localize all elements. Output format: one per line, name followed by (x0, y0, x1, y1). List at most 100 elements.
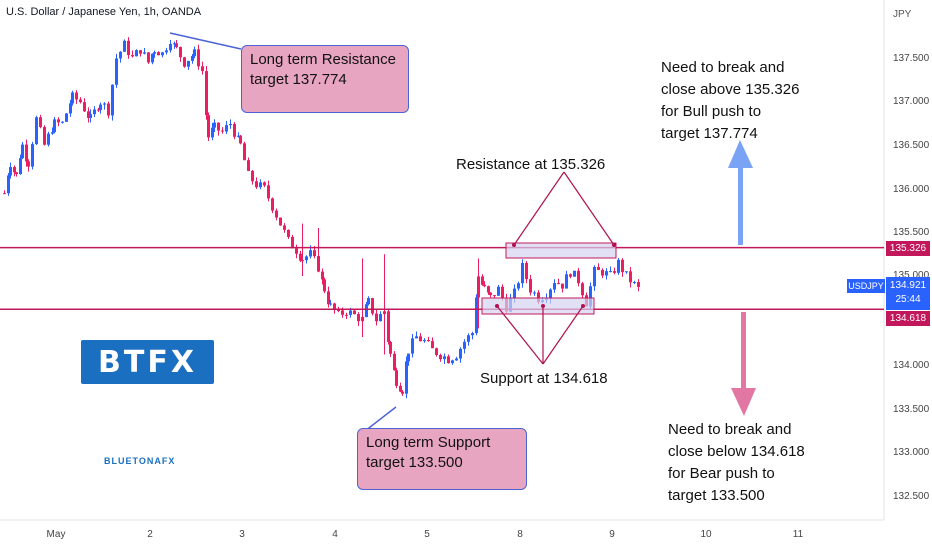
note-line: close above 135.326 (661, 81, 800, 98)
candle-body (9, 167, 12, 176)
candle-body (329, 303, 332, 305)
resistance-zone (505, 242, 617, 259)
pointer-head (512, 243, 516, 247)
candle-body (407, 353, 410, 362)
candle-body (175, 43, 178, 48)
candle-body (427, 340, 430, 342)
candle-body (53, 119, 56, 133)
candle-body (633, 281, 636, 283)
candle-body (229, 123, 232, 126)
x-tick-label: 5 (424, 529, 430, 540)
candle-body (243, 143, 246, 161)
candle-body (353, 310, 356, 315)
candle-body (565, 274, 568, 289)
candle-body (251, 170, 254, 182)
candle-body (561, 283, 564, 289)
candle-body (367, 298, 370, 305)
support-callout-leader (364, 406, 397, 432)
candle-body (411, 338, 414, 354)
candle-body (365, 304, 368, 317)
candle-body (617, 259, 620, 273)
y-tick-label: 136.500 (893, 140, 930, 151)
candle-body (439, 354, 442, 360)
candle-body (275, 210, 278, 218)
pointer-head (495, 304, 499, 308)
y-tick-label: 135.000 (893, 270, 930, 281)
candle-body (191, 56, 194, 61)
logo-text: BTFX (98, 344, 197, 380)
resistance-pointer-line (513, 171, 565, 246)
candle-body (57, 119, 60, 123)
candle-body (341, 310, 344, 315)
candle-body (179, 47, 182, 58)
candle-body (371, 298, 374, 314)
current-price-box: 134.921 25:44 (886, 277, 930, 310)
candle-body (375, 313, 378, 322)
resistance-pointer-line (563, 171, 615, 246)
candle-body (337, 309, 340, 311)
candle-body (471, 333, 474, 336)
brand-text: BLUETONAFX (104, 456, 176, 466)
candle-body (345, 314, 348, 316)
x-tick-label: May (46, 529, 66, 540)
candle-body (239, 135, 242, 144)
candle-body (613, 271, 616, 273)
candle-body (537, 292, 540, 303)
candle-body (153, 52, 156, 54)
candle-body (193, 49, 196, 57)
candle-body (205, 71, 208, 116)
candle-body (263, 182, 266, 186)
candle-body (573, 270, 576, 277)
candle-body (157, 52, 160, 56)
candle-body (435, 348, 438, 355)
candle-body (517, 283, 520, 289)
candle-body (393, 353, 396, 371)
y-tick-label: 137.500 (893, 53, 930, 64)
candle-body (455, 358, 458, 361)
candle-body (169, 43, 172, 51)
bear-arrow-shaft (741, 312, 746, 392)
candle-body (609, 271, 612, 273)
y-tick-label: 135.500 (893, 227, 930, 238)
candle-body (605, 271, 608, 276)
x-tick-label: 4 (332, 529, 338, 540)
candle-body (165, 50, 168, 53)
note-line: target 137.774 (661, 125, 758, 142)
candle-body (637, 281, 640, 287)
candle-body (601, 269, 604, 276)
candle-body (497, 286, 500, 296)
support-annotation: Support at 134.618 (480, 370, 608, 387)
candle-body (451, 360, 454, 364)
long-term-resistance-callout: Long term Resistance target 137.774 (241, 45, 409, 113)
candle-body (525, 263, 528, 280)
candle-body (201, 66, 204, 72)
x-tick-label: 2 (147, 529, 153, 540)
x-tick-label: 11 (792, 529, 804, 540)
note-line: for Bull push to (661, 103, 762, 120)
candle-body (287, 229, 290, 237)
candle-body (447, 356, 450, 364)
chart-title: U.S. Dollar / Japanese Yen, 1h, OANDA (6, 6, 202, 18)
candle-body (513, 288, 516, 298)
y-tick-label: 133.000 (893, 447, 930, 458)
x-tick-label: 8 (517, 529, 523, 540)
candle-body (431, 341, 434, 349)
candle-body (593, 266, 596, 287)
candle-body (279, 217, 282, 226)
current-price: 134.921 (889, 280, 927, 291)
candle-body (313, 250, 316, 257)
candle-body (625, 271, 628, 273)
resistance-annotation: Resistance at 135.326 (456, 156, 606, 173)
candle-body (467, 335, 470, 342)
candle-body (83, 102, 86, 112)
candle-body (423, 340, 426, 342)
candle-body (71, 92, 74, 104)
candle-body (233, 123, 236, 137)
candle-body (13, 167, 16, 173)
candle-body (69, 103, 72, 114)
candle-body (323, 279, 326, 292)
resistance-callout-leader (169, 32, 242, 50)
note-line: Need to break and (661, 59, 785, 76)
x-tick-label: 3 (239, 529, 245, 540)
